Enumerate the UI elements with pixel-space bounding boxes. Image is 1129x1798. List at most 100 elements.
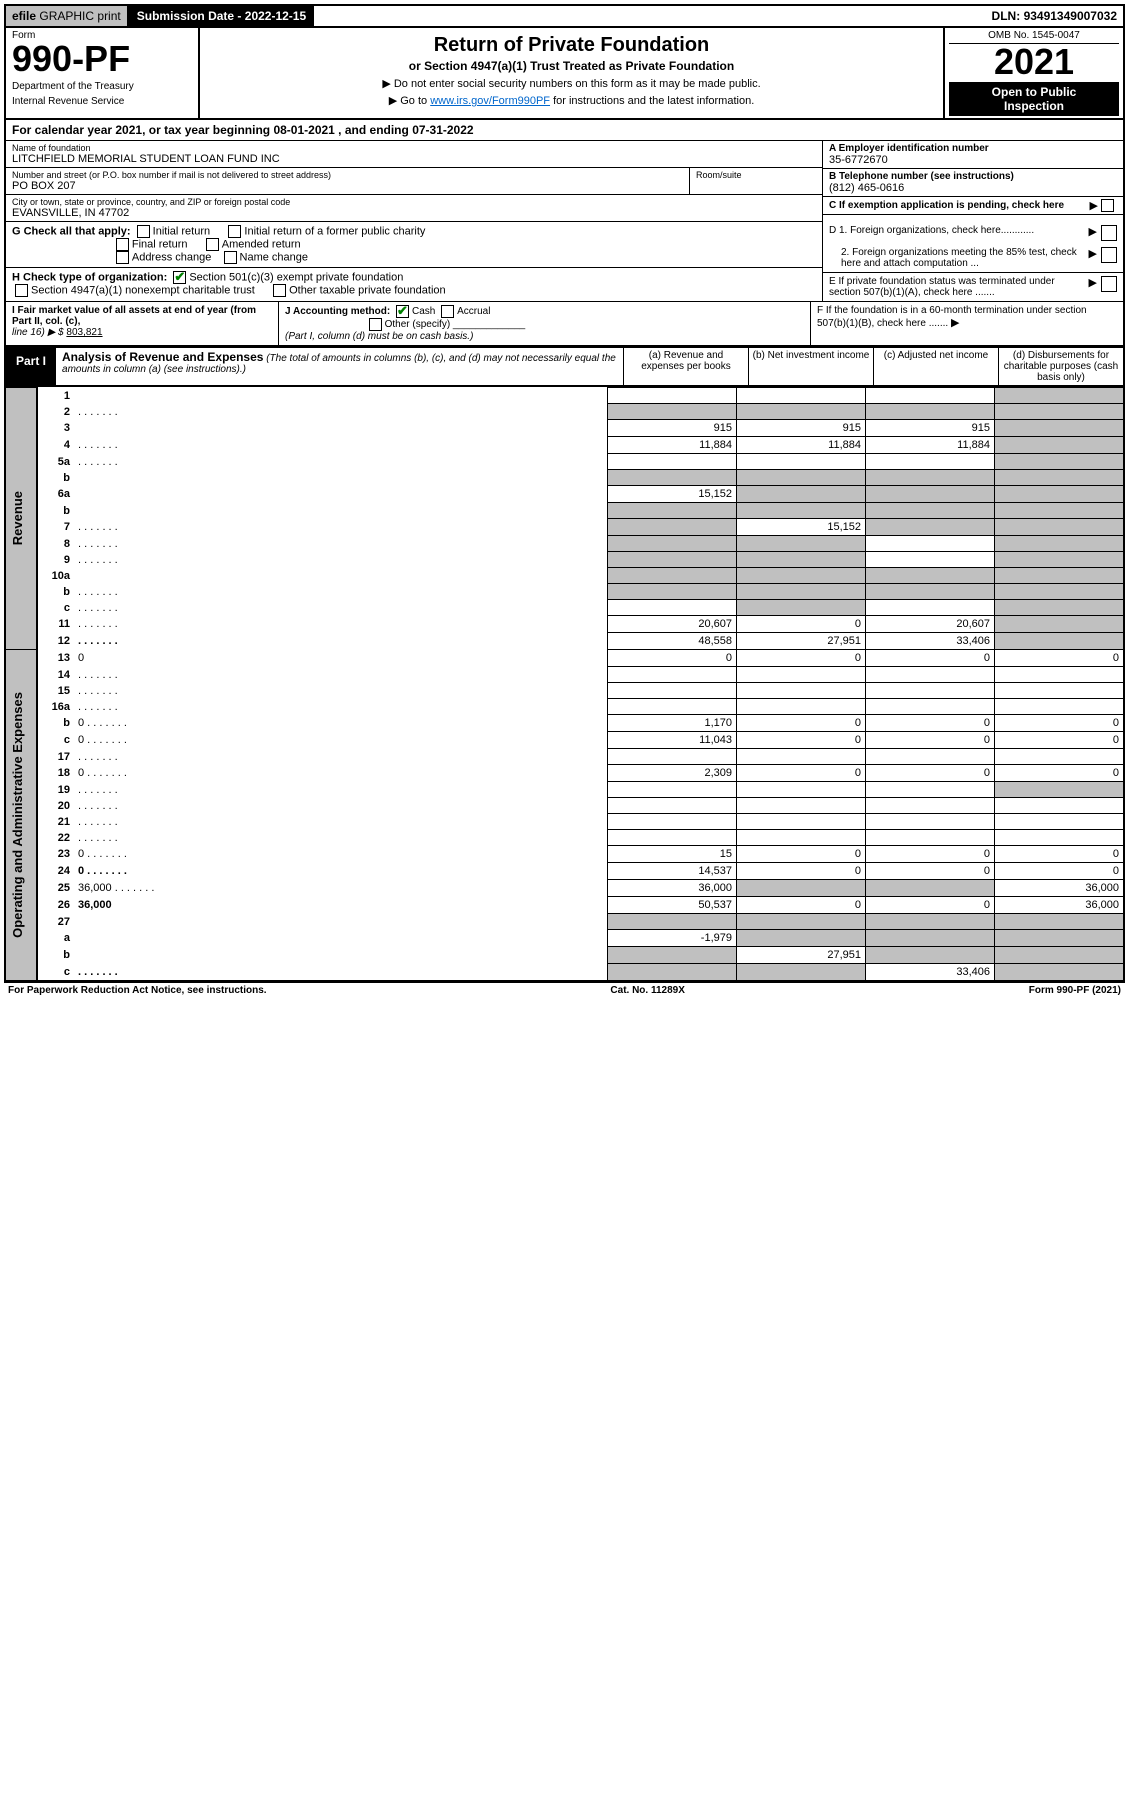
d1-checkbox[interactable] <box>1101 225 1117 241</box>
value-cell-b <box>737 930 866 947</box>
value-cell-b <box>737 568 866 584</box>
g-initial-former-checkbox[interactable] <box>228 225 241 238</box>
line-number: 5a <box>37 454 74 470</box>
i-cell: I Fair market value of all assets at end… <box>6 302 279 345</box>
value-cell-d <box>995 782 1125 798</box>
value-cell-b <box>737 503 866 519</box>
j-other-checkbox[interactable] <box>369 318 382 331</box>
h-other-checkbox[interactable] <box>273 284 286 297</box>
form-header: Form 990-PF Department of the Treasury I… <box>4 28 1125 120</box>
line-description <box>74 503 608 519</box>
line-description: 36,000 . . . . . . . <box>74 880 608 897</box>
j-accrual-checkbox[interactable] <box>441 305 454 318</box>
g-final-checkbox[interactable] <box>116 238 129 251</box>
value-cell-b <box>737 914 866 930</box>
line-number: 18 <box>37 765 74 782</box>
form-number: 990-PF <box>12 41 192 77</box>
value-cell-a: 20,607 <box>608 616 737 633</box>
value-cell-c: 915 <box>866 420 995 437</box>
value-cell-b: 0 <box>737 732 866 749</box>
line-description <box>74 486 608 503</box>
line-number: 11 <box>37 616 74 633</box>
value-cell-a: 14,537 <box>608 863 737 880</box>
table-row: 12 . . . . . . .48,55827,95133,406 <box>5 633 1124 650</box>
e-checkbox[interactable] <box>1101 276 1117 292</box>
d1-row: D 1. Foreign organizations, check here..… <box>823 222 1123 244</box>
line-number: 2 <box>37 404 74 420</box>
header-center: Return of Private Foundation or Section … <box>200 28 943 118</box>
line-description: . . . . . . . <box>74 798 608 814</box>
value-cell-a <box>608 600 737 616</box>
print-link[interactable]: print <box>97 9 120 23</box>
value-cell-c: 0 <box>866 650 995 667</box>
h-4947-checkbox[interactable] <box>15 284 28 297</box>
value-cell-c <box>866 600 995 616</box>
value-cell-d <box>995 388 1125 404</box>
g-amended-checkbox[interactable] <box>206 238 219 251</box>
value-cell-d <box>995 947 1125 964</box>
value-cell-c <box>866 503 995 519</box>
value-cell-a: 15 <box>608 846 737 863</box>
table-row: 14 . . . . . . . <box>5 667 1124 683</box>
line-description: . . . . . . . <box>74 616 608 633</box>
line-description: 0 . . . . . . . <box>74 863 608 880</box>
g-name-checkbox[interactable] <box>224 251 237 264</box>
value-cell-c: 0 <box>866 846 995 863</box>
arrow-icon: ▶ <box>951 317 959 329</box>
part-badge: Part I <box>6 348 56 385</box>
org-info-grid: Name of foundation LITCHFIELD MEMORIAL S… <box>4 141 1125 222</box>
value-cell-b: 0 <box>737 650 866 667</box>
line-description: 0 . . . . . . . <box>74 732 608 749</box>
check-right: D 1. Foreign organizations, check here..… <box>822 222 1123 301</box>
efile-badge[interactable]: efile GRAPHIC print <box>6 6 129 26</box>
line-description: . . . . . . . <box>74 683 608 699</box>
dln-label: DLN: 93491349007032 <box>986 6 1123 26</box>
line-number: b <box>37 470 74 486</box>
efile-text: efile <box>12 9 36 23</box>
value-cell-a <box>608 683 737 699</box>
j-cash-checkbox[interactable] <box>396 305 409 318</box>
table-row: b <box>5 503 1124 519</box>
value-cell-d <box>995 470 1125 486</box>
c-checkbox[interactable] <box>1101 199 1114 212</box>
value-cell-d <box>995 633 1125 650</box>
value-cell-c <box>866 404 995 420</box>
value-cell-a <box>608 568 737 584</box>
line-description: . . . . . . . <box>74 454 608 470</box>
value-cell-c <box>866 584 995 600</box>
value-cell-d <box>995 798 1125 814</box>
value-cell-d: 0 <box>995 846 1125 863</box>
value-cell-c: 33,406 <box>866 633 995 650</box>
value-cell-c <box>866 683 995 699</box>
footer-form: Form 990-PF (2021) <box>1029 985 1121 996</box>
arrow-icon: ▶ <box>1089 276 1097 298</box>
value-cell-c <box>866 519 995 536</box>
table-row: c0 . . . . . . .11,043000 <box>5 732 1124 749</box>
g-address-checkbox[interactable] <box>116 251 129 264</box>
org-right: A Employer identification number 35-6772… <box>822 141 1123 222</box>
value-cell-d <box>995 486 1125 503</box>
value-cell-a: 0 <box>608 650 737 667</box>
value-cell-d <box>995 683 1125 699</box>
submission-date-badge: Submission Date - 2022-12-15 <box>129 6 314 26</box>
table-row: 2636,00050,5370036,000 <box>5 897 1124 914</box>
line-number: 10a <box>37 568 74 584</box>
h-501c3-checkbox[interactable] <box>173 271 186 284</box>
value-cell-b <box>737 814 866 830</box>
col-a-header: (a) Revenue and expenses per books <box>623 348 748 385</box>
irs-link[interactable]: www.irs.gov/Form990PF <box>430 95 550 107</box>
line-description <box>74 930 608 947</box>
value-cell-c: 33,406 <box>866 964 995 982</box>
value-cell-c <box>866 536 995 552</box>
value-cell-a <box>608 798 737 814</box>
d2-checkbox[interactable] <box>1101 247 1117 263</box>
value-cell-a: 2,309 <box>608 765 737 782</box>
page-footer: For Paperwork Reduction Act Notice, see … <box>4 982 1125 998</box>
value-cell-d <box>995 584 1125 600</box>
arrow-icon: ▶ <box>1089 225 1097 241</box>
table-row: c . . . . . . . <box>5 600 1124 616</box>
value-cell-d: 0 <box>995 863 1125 880</box>
g-initial-checkbox[interactable] <box>137 225 150 238</box>
value-cell-c <box>866 388 995 404</box>
line-number: a <box>37 930 74 947</box>
